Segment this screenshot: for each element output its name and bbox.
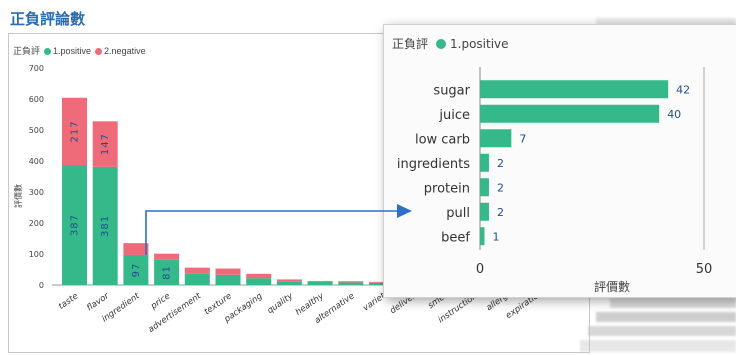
category-label: ingredients — [397, 157, 470, 172]
x-tick-label: advertisement — [147, 291, 204, 335]
data-label: 97 — [131, 263, 142, 278]
bar-negative — [123, 243, 149, 255]
y-tick-label: 700 — [29, 64, 44, 73]
category-label: beef — [441, 230, 470, 245]
y-tick-label: 600 — [29, 95, 44, 104]
shadow-strip — [610, 298, 736, 308]
data-label: 81 — [162, 265, 173, 280]
bar — [480, 178, 489, 197]
bar-negative — [276, 279, 302, 282]
bar-positive — [369, 282, 394, 285]
bar-positive — [338, 282, 364, 285]
bar-negative — [369, 281, 394, 283]
y-tick-label: 200 — [29, 219, 44, 228]
bar-negative — [154, 253, 180, 260]
page-title: 正負評論數 — [10, 10, 86, 28]
popup-legend-title: 正負評 — [392, 37, 429, 51]
bar — [480, 104, 660, 123]
shadow-strip — [596, 312, 736, 322]
shadow-strip — [588, 326, 736, 336]
bar-negative — [338, 281, 364, 283]
category-label: protein — [424, 181, 470, 196]
data-label: 7 — [519, 132, 526, 145]
x-tick-label: taste — [57, 291, 80, 312]
data-label: 217 — [70, 120, 81, 142]
data-label: 2 — [497, 206, 504, 219]
bar — [480, 129, 512, 148]
y-axis-label: 評價數 — [13, 184, 23, 208]
legend-positive-swatch — [44, 48, 52, 56]
data-label: 40 — [667, 108, 681, 121]
data-label: 1 — [492, 230, 499, 243]
drilldown-popup: 正負評 1.positive sugar 42 juice 40 low carb 7 ing… — [383, 24, 736, 298]
legend-negative-swatch — [95, 48, 103, 56]
horizontal-bar-chart: sugar 42 juice 40 low carb 7 ingredients 2 prote… — [397, 67, 713, 294]
y-tick-label: 500 — [29, 126, 44, 135]
bar-positive — [92, 166, 118, 285]
y-tick-label: 100 — [29, 250, 44, 259]
y-tick-label: 400 — [29, 157, 44, 166]
data-label: 381 — [100, 215, 111, 237]
data-label: 2 — [497, 181, 504, 194]
bar — [480, 80, 669, 99]
x-tick-label: quality — [266, 291, 296, 316]
y-tick-label: 300 — [29, 188, 44, 197]
bar-positive — [307, 281, 333, 285]
legend-title: 正負評 — [13, 46, 41, 56]
data-label: 387 — [70, 214, 81, 236]
shadow-strip — [580, 340, 736, 352]
bar-positive — [215, 274, 241, 285]
bar-negative — [307, 280, 333, 282]
y-tick-label: 0 — [39, 281, 44, 290]
popup-legend-positive-swatch — [436, 39, 447, 49]
bar-negative — [215, 268, 241, 275]
data-label: 42 — [676, 83, 690, 96]
data-label: 2 — [497, 157, 504, 170]
bar-negative — [62, 97, 87, 166]
category-label: low carb — [415, 132, 470, 147]
bar-negative — [92, 121, 118, 167]
category-label: pull — [446, 206, 470, 221]
bar-positive — [154, 259, 180, 285]
bar-negative — [246, 273, 272, 279]
legend-negative-label[interactable]: 2.negative — [104, 46, 146, 56]
x-axis-label: 評價數 — [594, 279, 630, 294]
bar — [480, 227, 485, 246]
bar-negative — [184, 267, 210, 274]
bar-positive — [62, 165, 87, 285]
x-tick-label: price — [148, 291, 172, 312]
bar-positive — [123, 254, 149, 285]
bar-positive — [184, 273, 210, 285]
x-tick-label: 0 — [476, 262, 484, 277]
bar-positive — [246, 278, 272, 285]
popup-legend-positive-label[interactable]: 1.positive — [450, 37, 509, 51]
bar — [480, 153, 489, 172]
popup-legend: 正負評 1.positive — [392, 35, 509, 52]
x-tick-label: 50 — [696, 262, 713, 277]
bar — [480, 202, 489, 221]
category-label: sugar — [433, 83, 470, 98]
data-label: 147 — [100, 133, 111, 155]
category-label: juice — [438, 108, 470, 123]
bar-positive — [276, 281, 302, 285]
main-legend: 正負評 1.positive 2.negative — [13, 44, 146, 57]
legend-positive-label[interactable]: 1.positive — [53, 46, 92, 56]
